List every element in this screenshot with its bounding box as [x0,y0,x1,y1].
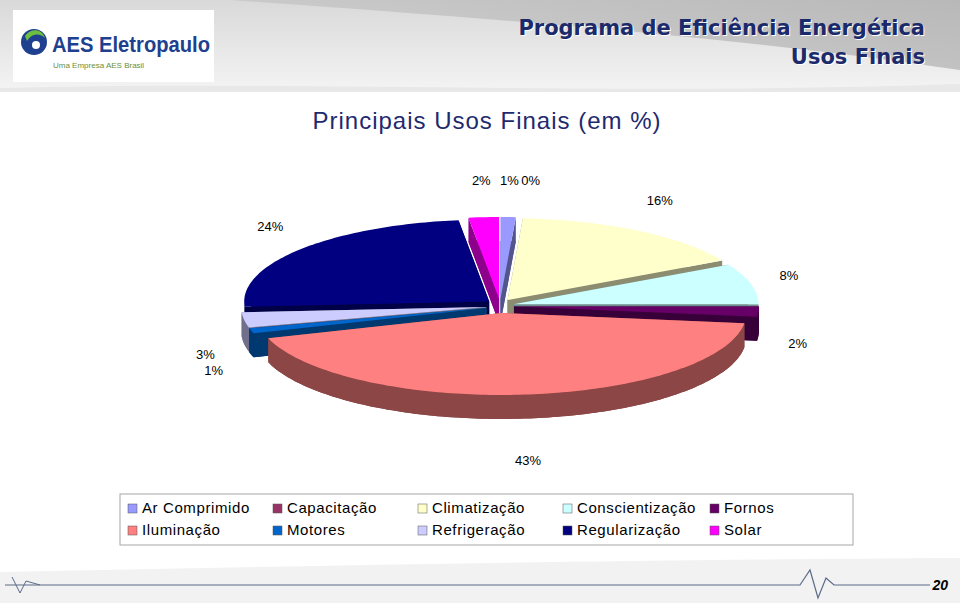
data-label: 2% [788,336,807,351]
data-label: 3% [196,347,215,362]
logo-icon-dot [32,41,40,49]
data-label: 2% [472,173,491,188]
logo-box [13,10,214,82]
data-label: 8% [779,268,798,283]
pie-slice [514,265,759,305]
header-band [0,0,960,92]
data-label: 24% [257,219,283,234]
legend-swatch [563,504,572,513]
legend-label: Solar [724,521,762,538]
data-label: 1% [500,173,519,188]
legend-label: Regularização [577,521,681,538]
page: AES Eletropaulo Uma Empresa AES Brasil Pro… [0,0,960,603]
legend-label: Fornos [724,499,774,516]
header: AES Eletropaulo Uma Empresa AES Brasil Pro… [0,0,960,92]
legend-label: Conscientização [577,499,696,516]
legend-swatch [563,526,572,535]
header-swoosh [230,0,960,70]
legend-box [120,494,853,545]
legend-swatch [710,526,719,535]
slice-group [268,313,744,419]
logo-icon [21,29,47,55]
footer-ornament [12,577,40,593]
pie [242,217,759,419]
legend-swatch [128,526,137,535]
data-label: 1% [204,363,223,378]
legend-swatch [418,504,427,513]
legend-label: Climatização [432,499,525,516]
legend-label: Refrigeração [432,521,525,538]
data-label: 0% [521,173,540,188]
data-label: 16% [647,193,673,208]
footer-band [0,558,960,603]
legend-label: Ar Comprimido [142,499,250,516]
chart-title: Principais Usos Finais (em %) [312,107,661,134]
data-label: 43% [515,453,541,468]
legend-swatch [418,526,427,535]
pie-slice [268,313,744,395]
header-edge [0,84,960,92]
header-title: Programa de Eficiência Energética [518,16,925,40]
header-subtitle-shadow: Usos Finais [792,46,926,70]
footer-line [5,570,930,598]
page-number: 20 [931,577,948,593]
logo-text: AES Eletropaulo [52,32,210,57]
logo-tagline: Uma Empresa AES Brasil [53,61,144,70]
footer: 20 [0,558,960,603]
legend-swatch [273,504,282,513]
data-labels: 1%0%16%8%2%43%1%3%24%2% [196,173,807,468]
legend-label: Capacitação [287,499,377,516]
legend-swatch [273,526,282,535]
logo-icon-swirl [25,30,45,41]
slice-wall [249,328,253,357]
legend-swatch [710,504,719,513]
legend-label: Motores [287,521,345,538]
legend: Ar Comprimido Capacitação Climatização Cons… [120,494,853,545]
legend-swatch [128,504,137,513]
legend-label: Iluminação [142,521,221,538]
header-title-shadow: Programa de Eficiência Energética [519,17,926,41]
header-subtitle: Usos Finais [791,45,925,69]
